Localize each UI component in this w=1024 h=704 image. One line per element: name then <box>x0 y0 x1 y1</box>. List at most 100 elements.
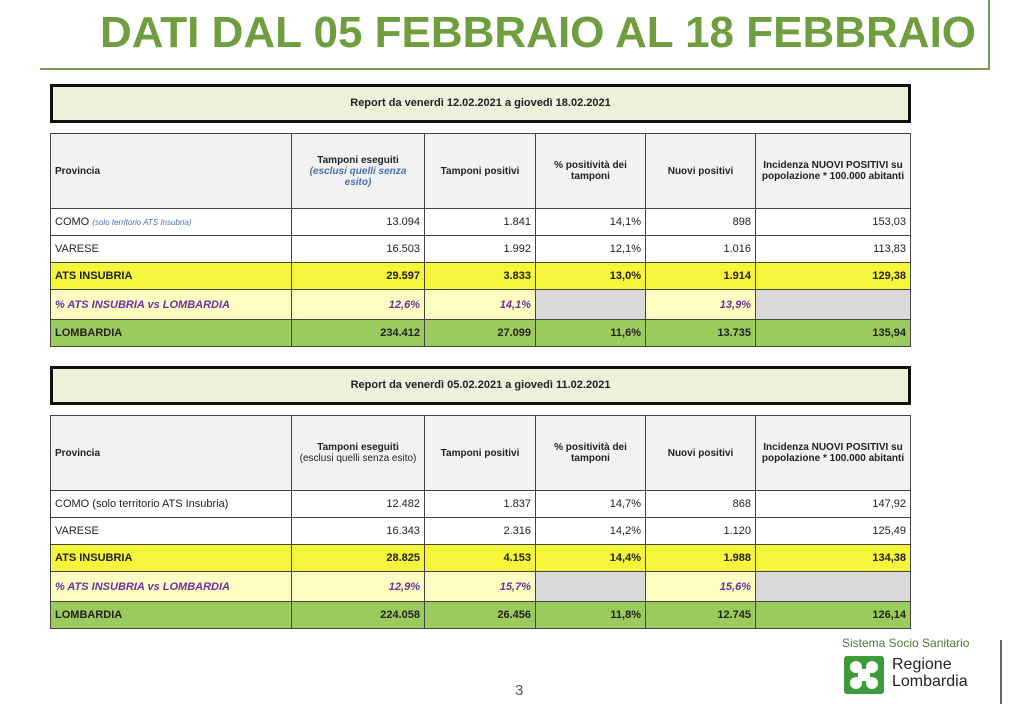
cell: 13.735 <box>645 319 756 347</box>
table-row-varese: VARESE 16.343 2.316 14,2% 1.120 125,49 <box>50 517 911 545</box>
label: ATS INSUBRIA <box>55 270 133 282</box>
label: % ATS INSUBRIA vs LOMBARDIA <box>55 298 230 311</box>
row-label: LOMBARDIA <box>50 601 292 629</box>
cell: 16.503 <box>291 235 425 263</box>
table-row-ats: ATS INSUBRIA 28.825 4.153 14,4% 1.988 134,38 <box>50 544 911 572</box>
row-label: VARESE <box>50 517 292 545</box>
header-row: Provincia Tamponi eseguiti (esclusi quell… <box>50 415 911 491</box>
cell: 14,4% <box>535 544 646 572</box>
cell: 15,6% <box>645 571 756 602</box>
page-number: 3 <box>515 682 524 699</box>
logo-line1: Regione <box>892 656 952 673</box>
cell: 234.412 <box>291 319 425 347</box>
cell: 1.016 <box>645 235 756 263</box>
label: LOMBARDIA <box>55 327 123 339</box>
label: VARESE <box>55 525 99 537</box>
cell: 1.120 <box>645 517 756 545</box>
cell: 12,6% <box>291 289 425 320</box>
cell: 1.988 <box>645 544 756 572</box>
header-provincia: Provincia <box>50 133 292 209</box>
header-nuovi-positivi: Nuovi positivi <box>645 415 756 491</box>
label: ATS INSUBRIA <box>55 552 133 564</box>
header-tamponi-positivi: Tamponi positivi <box>424 415 536 491</box>
cell: 868 <box>645 490 756 518</box>
logo-icon <box>844 656 884 694</box>
header-tamponi-eseguiti: Tamponi eseguiti (esclusi quelli senza es… <box>291 133 425 209</box>
header-provincia: Provincia <box>50 415 292 491</box>
logo-line2: Lombardia <box>892 673 968 690</box>
cell: 12.482 <box>291 490 425 518</box>
report-table: Provincia Tamponi eseguiti (esclusi quell… <box>50 415 911 629</box>
cell: 134,38 <box>755 544 911 572</box>
title-divider <box>988 0 990 70</box>
logo-system-text: Sistema Socio Sanitario <box>842 636 970 650</box>
table-row-lombardia: LOMBARDIA 224.058 26.456 11,8% 12.745 126,14 <box>50 601 911 629</box>
como-label: COMO <box>55 216 90 228</box>
cell: 1.837 <box>424 490 536 518</box>
row-label: VARESE <box>50 235 292 263</box>
table-row-varese: VARESE 16.503 1.992 12,1% 1.016 113,83 <box>50 235 911 263</box>
header-text: Tamponi eseguiti <box>317 154 399 166</box>
cell: 26.456 <box>424 601 536 629</box>
row-label: COMO (solo territorio ATS Insubria) <box>50 208 292 236</box>
header-tamponi-eseguiti: Tamponi eseguiti (esclusi quelli senza es… <box>291 415 425 491</box>
cell: 12.745 <box>645 601 756 629</box>
cell: 898 <box>645 208 756 236</box>
label: LOMBARDIA <box>55 609 123 621</box>
regione-lombardia-logo: Sistema Socio Sanitario Regione Lombardia <box>842 636 970 694</box>
row-label: LOMBARDIA <box>50 319 292 347</box>
cell: 28.825 <box>291 544 425 572</box>
cell: 125,49 <box>755 517 911 545</box>
cell <box>755 571 911 602</box>
report-period-header: Report da venerdì 05.02.2021 a giovedì 1… <box>50 366 911 405</box>
table-row-como: COMO (solo territorio ATS Insubria) 13.09… <box>50 208 911 236</box>
header-positivita: % positività dei tamponi <box>535 133 646 209</box>
cell: 14,7% <box>535 490 646 518</box>
cell: 113,83 <box>755 235 911 263</box>
report-table: Provincia Tamponi eseguiti (esclusi quell… <box>50 133 911 347</box>
label: % ATS INSUBRIA vs LOMBARDIA <box>55 580 230 593</box>
header-positivita: % positività dei tamponi <box>535 415 646 491</box>
title-underline <box>40 68 990 70</box>
cell: 147,92 <box>755 490 911 518</box>
cell: 14,2% <box>535 517 646 545</box>
table-row-como: COMO (solo territorio ATS Insubria) 12.48… <box>50 490 911 518</box>
cell: 12,1% <box>535 235 646 263</box>
label: VARESE <box>55 243 99 255</box>
cell: 135,94 <box>755 319 911 347</box>
cell: 13,0% <box>535 262 646 290</box>
table-row-pct: % ATS INSUBRIA vs LOMBARDIA 12,6% 14,1% 13,… <box>50 289 911 320</box>
row-label: COMO (solo territorio ATS Insubria) <box>50 490 292 518</box>
table-row-ats: ATS INSUBRIA 29.597 3.833 13,0% 1.914 129,38 <box>50 262 911 290</box>
como-label: COMO (solo territorio ATS Insubria) <box>55 498 229 510</box>
cell: 12,9% <box>291 571 425 602</box>
row-label: ATS INSUBRIA <box>50 544 292 572</box>
cell: 13.094 <box>291 208 425 236</box>
header-note: (esclusi quelli senza esito) <box>309 165 407 188</box>
table-row-lombardia: LOMBARDIA 234.412 27.099 11,6% 13.735 135,94 <box>50 319 911 347</box>
cell: 13,9% <box>645 289 756 320</box>
cell: 14,1% <box>535 208 646 236</box>
cell <box>535 289 646 320</box>
cell: 27.099 <box>424 319 536 347</box>
cell: 3.833 <box>424 262 536 290</box>
cell: 15,7% <box>424 571 536 602</box>
header-text: Tamponi eseguiti <box>317 442 399 453</box>
table-row-pct: % ATS INSUBRIA vs LOMBARDIA 12,9% 15,7% 15,… <box>50 571 911 602</box>
cell <box>755 289 911 320</box>
page-title: DATI DAL 05 FEBBRAIO AL 18 FEBBRAIO <box>100 8 977 57</box>
row-label: % ATS INSUBRIA vs LOMBARDIA <box>50 571 292 602</box>
cell: 224.058 <box>291 601 425 629</box>
cell: 2.316 <box>424 517 536 545</box>
cell: 1.914 <box>645 262 756 290</box>
header-incidenza: Incidenza NUOVI POSITIVI su popolazione … <box>755 415 911 491</box>
cell: 126,14 <box>755 601 911 629</box>
cell: 1.992 <box>424 235 536 263</box>
header-nuovi-positivi: Nuovi positivi <box>645 133 756 209</box>
cell: 153,03 <box>755 208 911 236</box>
cell: 11,8% <box>535 601 646 629</box>
cell: 29.597 <box>291 262 425 290</box>
header-incidenza: Incidenza NUOVI POSITIVI su popolazione … <box>755 133 911 209</box>
header-tamponi-positivi: Tamponi positivi <box>424 133 536 209</box>
logo-divider <box>1000 640 1002 704</box>
